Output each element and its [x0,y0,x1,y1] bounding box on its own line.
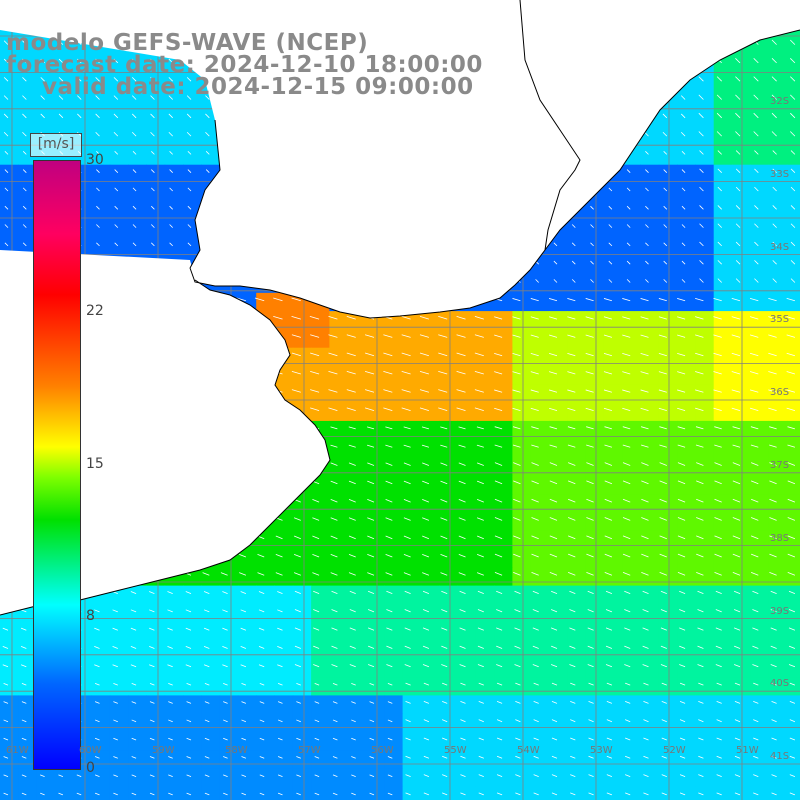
coastline [0,0,800,616]
lat-label: 36S [770,387,790,399]
lon-label: 53W [590,745,613,756]
colorbar-tick-0: 0 [86,760,95,776]
colorbar-tick-22: 22 [86,303,104,319]
lat-label: 32S [770,96,790,107]
lat-label: 39S [770,605,790,617]
lon-label: 60W [79,745,102,756]
lon-label: 56W [371,745,394,756]
colorbar-unit: [m/s] [30,133,82,157]
lat-label: 41S [770,751,790,763]
colorbar-tick-8: 8 [86,608,95,624]
lon-label: 54W [517,745,540,756]
lat-label: 34S [770,241,790,253]
lat-label: 33S [770,168,790,180]
lat-label: 38S [770,532,790,544]
lon-label: 58W [225,745,248,756]
lat-label: 35S [770,314,790,326]
valid-date: valid date: 2024-12-15 09:00:00 [42,74,474,100]
colorbar-tick-15: 15 [86,456,104,472]
lon-label: 55W [444,745,467,756]
colorbar-tick-30: 30 [86,152,104,168]
lon-label: 51W [736,745,759,756]
lon-label: 57W [298,745,321,756]
lat-label: 37S [770,460,790,471]
colorbar [33,160,81,770]
forecast-date: forecast date: 2024-12-10 18:00:00 [6,52,483,78]
lon-label: 52W [663,745,686,756]
lat-label: 40S [770,678,790,690]
lon-label: 61W [6,745,29,756]
model-title: modelo GEFS-WAVE (NCEP) [6,30,369,56]
lon-label: 59W [152,745,175,756]
